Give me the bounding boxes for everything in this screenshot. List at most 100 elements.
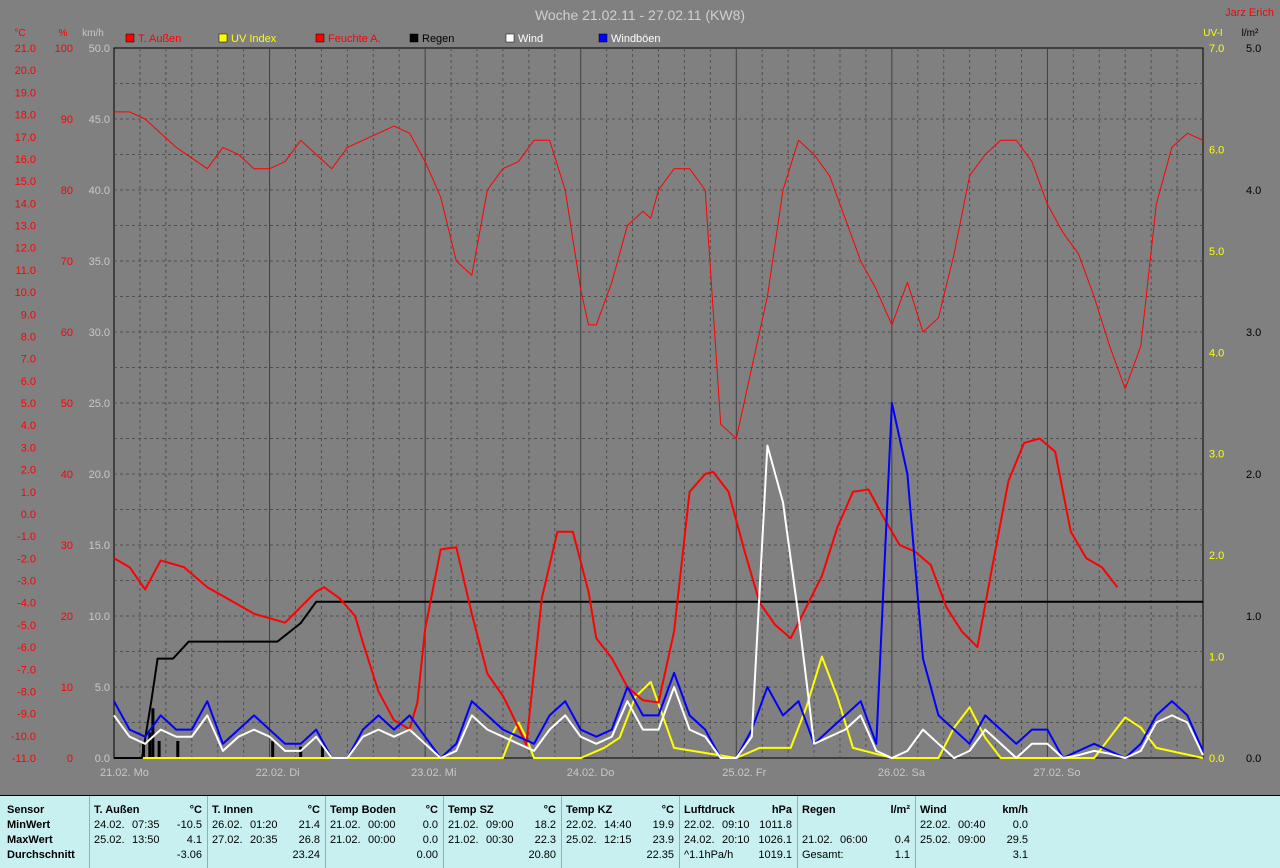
- stats-time: 06:00: [840, 834, 868, 846]
- stats-avg-value: 1.1: [894, 849, 910, 861]
- legend-label: T. Außen: [138, 33, 181, 45]
- temp-tick-label: -9.0: [17, 709, 36, 721]
- stats-date: 21.02.: [330, 834, 361, 846]
- stats-time: 09:10: [722, 819, 750, 831]
- rain-tick-label: 3.0: [1246, 327, 1261, 339]
- x-tick-label: 22.02. Di: [256, 767, 300, 779]
- stats-value: 29.5: [1006, 834, 1028, 846]
- humidity-tick-label: 80: [61, 185, 73, 197]
- uv-unit-label: UV-I: [1203, 28, 1222, 39]
- rain-tick-label: 2.0: [1246, 469, 1261, 481]
- temp-tick-label: -8.0: [17, 686, 36, 698]
- rain-tick-label: 0.0: [1246, 753, 1261, 765]
- stats-avg-label: ^1.1hPa/h: [684, 849, 734, 861]
- stats-avg-label: Gesamt:: [802, 849, 844, 861]
- stats-date: 25.02.: [566, 834, 597, 846]
- axis-tick-labels: 21.0 20.0 19.0 18.0 17.0 16.0 15.0 14.0 13.0 12.0…: [11, 28, 1261, 779]
- stats-time: 13:50: [132, 834, 160, 846]
- stats-date: 21.02.: [330, 819, 361, 831]
- stats-time: 09:00: [958, 834, 986, 846]
- statistics-panel: Sensor MinWert MaxWert Durchschnitt T. Außen…: [0, 795, 1280, 868]
- rain-bar: [148, 732, 152, 758]
- x-tick-label: 21.02. Mo: [100, 767, 149, 779]
- stats-value: 21.4: [298, 819, 320, 831]
- stats-column-unit: km/h: [1002, 804, 1028, 816]
- rain-tick-label: 1.0: [1246, 611, 1261, 623]
- stats-date: 21.02.: [448, 834, 479, 846]
- series-line-feuchte-a-: [114, 111, 1204, 439]
- wind-tick-label: 25.0: [89, 398, 110, 410]
- stats-row-label: MaxWert: [7, 834, 53, 846]
- stats-time: 09:00: [486, 819, 514, 831]
- uv-tick-label: 2.0: [1209, 550, 1224, 562]
- wind-tick-label: 45.0: [89, 114, 110, 126]
- stats-avg-value: 20.80: [528, 849, 556, 861]
- stats-date: 26.02.: [212, 819, 243, 831]
- temp-tick-label: 13.0: [15, 221, 36, 233]
- stats-avg-value: -3.06: [176, 849, 202, 861]
- stats-separator: [207, 796, 208, 868]
- uv-tick-label: 1.0: [1209, 652, 1224, 664]
- temp-tick-label: 7.0: [21, 354, 36, 366]
- series-line-t-au-en: [113, 437, 1119, 746]
- temp-tick-label: 1.0: [21, 487, 36, 499]
- stats-separator: [325, 796, 326, 868]
- wind-tick-label: 20.0: [89, 469, 110, 481]
- legend-item: T. Außen: [125, 33, 181, 45]
- x-tick-label: 24.02. Do: [567, 767, 615, 779]
- stats-row-label: Sensor: [7, 804, 45, 816]
- rain-bar: [157, 740, 161, 758]
- humidity-tick-label: 70: [61, 256, 73, 268]
- stats-date: 22.02.: [684, 819, 715, 831]
- wind-unit-label: km/h: [82, 28, 104, 39]
- stats-separator: [797, 796, 798, 868]
- x-tick-label: 27.02. So: [1033, 767, 1080, 779]
- stats-date: 21.02.: [802, 834, 833, 846]
- stats-date: 27.02.: [212, 834, 243, 846]
- stats-column-name: T. Außen: [94, 804, 140, 816]
- legend-label: Wind: [518, 33, 543, 45]
- wind-tick-label: 10.0: [89, 611, 110, 623]
- stats-column-name: Regen: [802, 804, 836, 816]
- chart-series: [113, 111, 1204, 759]
- stats-column-unit: °C: [661, 804, 674, 816]
- stats-column-name: Temp SZ: [448, 804, 494, 816]
- chart-grid: [113, 47, 1204, 759]
- stats-time: 00:30: [486, 834, 514, 846]
- legend-swatch: [409, 33, 419, 43]
- humidity-tick-label: 90: [61, 114, 73, 126]
- series-line-wind: [113, 444, 1204, 759]
- stats-time: 00:00: [368, 819, 396, 831]
- uv-tick-label: 3.0: [1209, 449, 1224, 461]
- temp-tick-label: 0.0: [21, 509, 36, 521]
- wind-tick-label: 50.0: [89, 43, 110, 55]
- uv-tick-label: 5.0: [1209, 246, 1224, 258]
- humidity-tick-label: 20: [61, 611, 73, 623]
- temp-tick-label: 3.0: [21, 442, 36, 454]
- temp-tick-label: 4.0: [21, 420, 36, 432]
- stats-column: Regen l/m² 21.02. 06:00 0.4 Gesamt: 1.1: [802, 796, 910, 868]
- stats-column-unit: °C: [189, 804, 202, 816]
- stats-column: T. Innen °C 26.02. 01:20 21.4 27.02. 20:35 26.8…: [212, 796, 320, 868]
- stats-avg-value: 1019.1: [758, 849, 792, 861]
- temp-tick-label: 14.0: [15, 198, 36, 210]
- temp-tick-label: 17.0: [15, 132, 36, 144]
- stats-date: 25.02.: [920, 834, 951, 846]
- wind-tick-label: 30.0: [89, 327, 110, 339]
- humidity-tick-label: 100: [55, 43, 73, 55]
- stats-column-name: Wind: [920, 804, 947, 816]
- temp-tick-label: -1.0: [17, 531, 36, 543]
- wind-tick-label: 40.0: [89, 185, 110, 197]
- uv-tick-label: 0.0: [1209, 753, 1224, 765]
- stats-date: 22.02.: [566, 819, 597, 831]
- legend-item: Windböen: [598, 33, 661, 45]
- legend-label: Windböen: [611, 33, 661, 45]
- temp-tick-label: -6.0: [17, 642, 36, 654]
- stats-avg-value: 3.1: [1012, 849, 1028, 861]
- stats-value: 0.0: [1012, 819, 1028, 831]
- humidity-unit-label: %: [59, 28, 68, 39]
- stats-column-unit: l/m²: [890, 804, 910, 816]
- stats-value: -10.5: [176, 819, 202, 831]
- x-tick-label: 26.02. Sa: [878, 767, 926, 779]
- series-line-windb-en: [113, 402, 1204, 759]
